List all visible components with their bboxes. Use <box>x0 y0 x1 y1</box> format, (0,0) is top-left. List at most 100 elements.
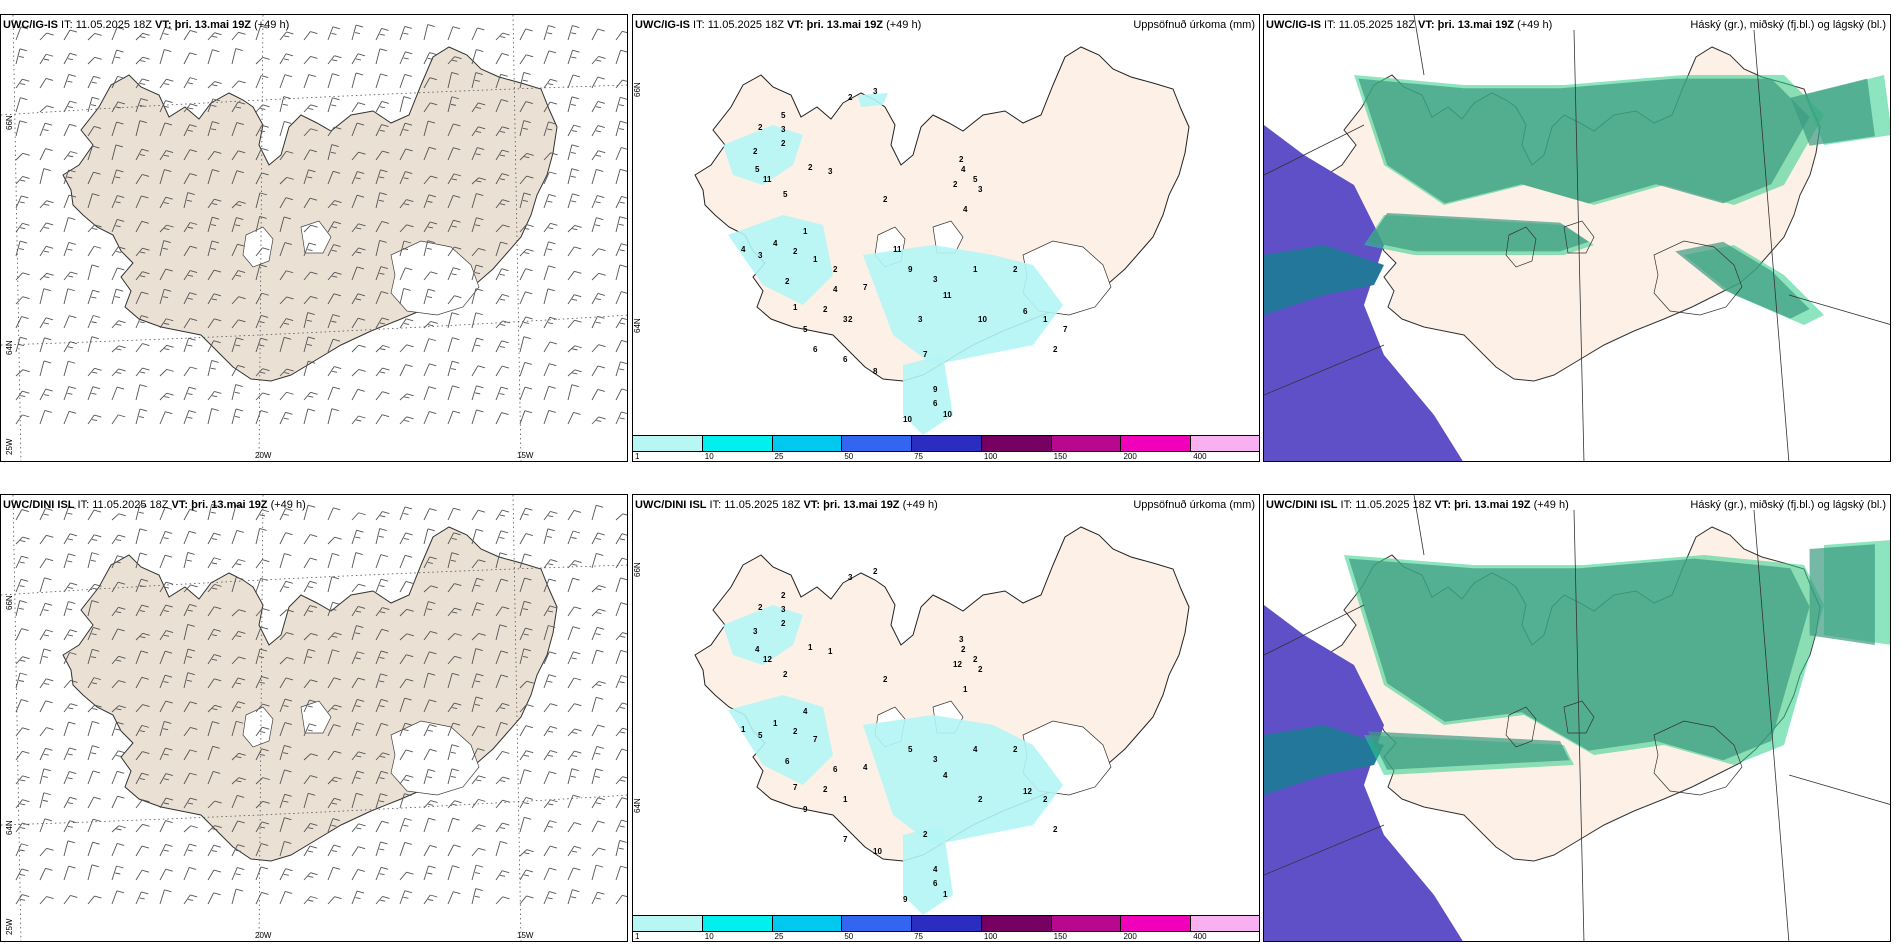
colorbar-swatch <box>1051 435 1122 452</box>
precip-value-label: 2 <box>961 645 966 654</box>
precip-value-label: 3 <box>781 125 786 134</box>
precip-value-label: 2 <box>753 147 758 156</box>
precip-value-label: 1 <box>1043 315 1048 324</box>
wind-barbs <box>15 24 627 425</box>
colorbar-tick: 10 <box>704 932 714 941</box>
low-cloud-area <box>1264 125 1463 461</box>
precip-value-label: 4 <box>773 239 778 248</box>
lead-time: (+49 h) <box>1533 499 1569 511</box>
precip-panel-dini: 3 2 2 3 2 2 3 4 12 2 1 1 1 5 1 2 4 7 6 7 6 2 9 1 7 10 4 5 3 4 4 2 2 4 6 1 9 2… <box>632 494 1260 942</box>
colorbar-swatch <box>842 435 913 452</box>
lat-label-64: 64N <box>5 820 14 835</box>
colorbar-swatch <box>842 915 913 932</box>
precip-value-label: 2 <box>783 670 788 679</box>
precip-value-label: 3 <box>873 87 878 96</box>
colorbar-swatch <box>981 915 1052 932</box>
precip-area-0 <box>723 125 803 185</box>
precip-value-label: 5 <box>781 111 786 120</box>
precip-value-label: 1 <box>973 265 978 274</box>
colorbar-swatch <box>1121 435 1192 452</box>
high-cloud-area-0 <box>1358 78 1810 204</box>
high-cloud-area-2 <box>1809 544 1875 645</box>
precip-value-label: 1 <box>741 725 746 734</box>
precip-value-label: 2 <box>781 591 786 600</box>
lead-time: (+49 h) <box>886 19 922 31</box>
cloud-title: Háský (gr.), miðský (fj.bl.) og lágský (… <box>1690 19 1886 31</box>
precip-value-label: 6 <box>785 757 790 766</box>
wind-panel-igis: 66N 64N 25W 20W 15W UWC/IG-IS IT: 11.05.2025 … <box>0 14 628 462</box>
colorbar-swatch <box>1191 915 1259 932</box>
precip-value-label: 3 <box>978 185 983 194</box>
cloud-title: Háský (gr.), miðský (fj.bl.) og lágský (… <box>1690 499 1886 511</box>
lon-label-25: 25W <box>5 918 14 935</box>
colorbar-tick: 150 <box>1053 932 1068 941</box>
precip-value-label: 2 <box>1053 825 1058 834</box>
precip-value-label: 1 <box>828 647 833 656</box>
precip-value-label: 2 <box>923 830 928 839</box>
colorbar-swatch <box>633 435 703 452</box>
precip-value-label: 3 <box>848 573 853 582</box>
valid-time: VT: þri. 13.mai 19Z <box>171 499 268 511</box>
precip-value-label: 2 <box>973 655 978 664</box>
precip-area-3 <box>903 355 953 435</box>
precip-value-label: 2 <box>808 163 813 172</box>
panel-title: UWC/DINI ISL IT: 11.05.2025 18Z VT: þri.… <box>1266 499 1569 511</box>
precip-map <box>694 46 1190 435</box>
colorbar-swatch <box>981 435 1052 452</box>
model-label: UWC/DINI ISL <box>635 499 707 511</box>
lead-time: (+49 h) <box>254 19 290 31</box>
precip-value-label: 2 <box>1053 345 1058 354</box>
precip-value-label: 1 <box>803 227 808 236</box>
precip-value-label: 2 <box>873 567 878 576</box>
panel-title: UWC/DINI ISL IT: 11.05.2025 18Z VT: þri.… <box>3 499 306 511</box>
colorbar-tick: 200 <box>1123 452 1137 461</box>
precip-value-label: 6 <box>933 399 938 408</box>
precip-value-label: 7 <box>793 783 798 792</box>
precip-value-label: 6 <box>933 879 938 888</box>
colorbar-tick: 25 <box>774 932 784 941</box>
precip-value-label: 4 <box>741 245 746 254</box>
precip-area-3 <box>903 825 953 915</box>
lon-label-15: 15W <box>517 931 534 940</box>
lead-time: (+49 h) <box>270 499 306 511</box>
init-time: 11.05.2025 18Z <box>75 19 152 31</box>
colorbar-tick: 400 <box>1193 452 1207 461</box>
precip-value-label: 5 <box>908 745 913 754</box>
precip-value-label: 5 <box>973 175 978 184</box>
lon-label-20: 20W <box>255 451 272 460</box>
glacier-outline-0 <box>1505 706 1537 748</box>
precip-area-2 <box>863 245 1063 365</box>
precip-title: Uppsöfnuð úrkoma (mm) <box>1133 499 1255 511</box>
precip-value-label: 1 <box>963 685 968 694</box>
precip-value-label: 4 <box>803 707 808 716</box>
precip-value-label: 2 <box>781 619 786 628</box>
glacier-2 <box>390 720 480 796</box>
precip-value-label: 2 <box>978 795 983 804</box>
precip-value-label: 4 <box>755 645 760 654</box>
precip-value-label: 2 <box>848 93 853 102</box>
colorbar: 1 10 25 50 75 100 150 200 400 <box>633 435 1259 461</box>
precip-value-label: 9 <box>908 265 913 274</box>
high-cloud-area-0 <box>1348 558 1810 761</box>
precip-value-label: 6 <box>833 765 838 774</box>
precip-value-label: 11 <box>893 245 902 254</box>
precip-value-label: 10 <box>978 315 987 324</box>
precip-value-label: 12 <box>1023 787 1032 796</box>
precip-value-label: 2 <box>959 155 964 164</box>
precip-value-label: 2 <box>823 305 828 314</box>
panel-title: UWC/IG-IS IT: 11.05.2025 18Z VT: þri. 13… <box>1266 19 1553 31</box>
valid-time: VT: þri. 13.mai 19Z <box>1434 499 1531 511</box>
precip-value-label: 2 <box>785 277 790 286</box>
precip-value-label: 1 <box>793 303 798 312</box>
precip-value-label: 7 <box>843 835 848 844</box>
precip-value-label: 12 <box>763 655 772 664</box>
colorbar-swatch <box>772 915 843 932</box>
wind-map <box>1 495 627 941</box>
panel-title: UWC/IG-IS IT: 11.05.2025 18Z VT: þri. 13… <box>3 19 290 31</box>
precip-value-label: 2 <box>781 139 786 148</box>
graticule <box>1264 495 1890 941</box>
colorbar-swatch <box>702 915 773 932</box>
precip-value-label: 3 <box>933 755 938 764</box>
precip-value-label: 2 <box>793 727 798 736</box>
precip-title: Uppsöfnuð úrkoma (mm) <box>1133 19 1255 31</box>
